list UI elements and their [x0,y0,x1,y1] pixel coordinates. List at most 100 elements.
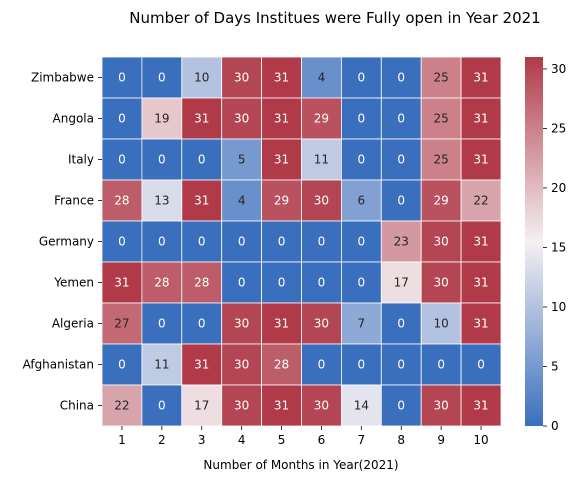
heatmap-cell [261,384,302,427]
x-tick-label: 5 [278,433,286,447]
heatmap-cell [340,179,382,222]
cell-value-label: 31 [194,358,209,372]
cell-value-label: 22 [114,399,129,413]
heatmap-cell [301,97,342,140]
heatmap-cell [181,138,223,181]
cell-value-label: 31 [114,276,129,290]
heatmap-cell [420,97,462,140]
heatmap-cell [141,138,183,181]
heatmap-cell [181,220,223,263]
heatmap-cell [420,343,462,386]
heatmap-cell [101,138,143,181]
cell-value-label: 0 [397,112,405,126]
heatmap-cell [340,138,382,181]
cell-value-label: 11 [314,153,329,167]
cell-value-label: 30 [234,71,249,85]
cell-value-label: 31 [274,112,289,126]
heatmap-cell [181,384,223,427]
x-tick-label: 3 [198,433,206,447]
x-tick-label: 6 [318,433,326,447]
heatmap-cell [340,220,382,263]
cell-value-label: 30 [314,399,329,413]
y-tick-label: Germany [39,235,94,249]
cell-value-label: 0 [358,153,366,167]
y-tick-label: Angola [53,112,94,126]
heatmap-cell [141,56,183,99]
cell-value-label: 30 [434,235,449,249]
cell-value-label: 0 [118,112,126,126]
cell-value-label: 31 [473,71,488,85]
heatmap-cell [460,179,502,222]
y-tick-label: Zimbabwe [31,71,94,85]
cell-value-label: 0 [358,235,366,249]
colorbar-tick-label: 5 [551,359,559,373]
cell-value-label: 10 [434,317,449,331]
x-tick-label: 8 [397,433,405,447]
x-axis-label: Number of Months in Year(2021) [203,458,398,472]
heatmap-cell [420,302,462,345]
cell-value-label: 0 [318,235,326,249]
heatmap-cells: 0 0 10 30 31 4 0 0 25 31 0 19 31 30 31 29 0 0 25 31 0 0 0 5 31 11… [101,56,502,427]
x-tick-label: 9 [437,433,445,447]
cell-value-label: 25 [434,153,449,167]
heatmap-cell [380,384,422,427]
cell-value-label: 29 [314,112,329,126]
cell-value-label: 0 [397,317,405,331]
x-tick-label: 10 [473,433,488,447]
cell-value-label: 0 [198,317,206,331]
colorbar-tick-label: 20 [551,181,566,195]
heatmap-cell [340,302,382,345]
heatmap-cell [301,261,342,304]
heatmap-cell [420,138,462,181]
heatmap-cell [261,220,302,263]
colorbar-tick-label: 0 [551,419,559,433]
cell-value-label: 23 [394,235,409,249]
heatmap-cell [301,179,342,222]
cell-value-label: 0 [477,358,485,372]
cell-value-label: 22 [473,194,488,208]
cell-value-label: 31 [473,276,488,290]
heatmap-cell [380,220,422,263]
cell-value-label: 31 [194,112,209,126]
heatmap-cell [340,384,382,427]
heatmap-cell [301,56,342,99]
heatmap-cell [420,261,462,304]
cell-value-label: 30 [234,317,249,331]
cell-value-label: 0 [397,71,405,85]
cell-value-label: 0 [198,235,206,249]
cell-value-label: 30 [434,276,449,290]
chart-title: Number of Days Institues were Fully open… [129,9,540,27]
cell-value-label: 11 [154,358,169,372]
heatmap-cell [221,97,262,140]
cell-value-label: 6 [358,194,366,208]
cell-value-label: 17 [394,276,409,290]
heatmap-cell [221,384,262,427]
cell-value-label: 0 [358,112,366,126]
heatmap-cell [460,138,502,181]
y-tick-label: France [54,194,94,208]
heatmap-cell [221,261,262,304]
heatmap-cell [380,302,422,345]
cell-value-label: 0 [158,235,166,249]
heatmap-cell [141,220,183,263]
cell-value-label: 29 [274,194,289,208]
cell-value-label: 30 [234,399,249,413]
x-axis-ticks: 1 2 3 4 5 6 7 8 9 10 [118,426,489,447]
cell-value-label: 31 [274,317,289,331]
cell-value-label: 0 [437,358,445,372]
cell-value-label: 0 [397,358,405,372]
x-tick-label: 2 [158,433,166,447]
heatmap-cell [460,384,502,427]
cell-value-label: 0 [118,235,126,249]
heatmap-cell [380,138,422,181]
heatmap-cell [340,343,382,386]
heatmap-cell [380,343,422,386]
cell-value-label: 28 [154,276,169,290]
heatmap-cell [301,302,342,345]
heatmap-cell [460,220,502,263]
cell-value-label: 10 [194,71,209,85]
cell-value-label: 0 [397,399,405,413]
cell-value-label: 31 [194,194,209,208]
cell-value-label: 31 [473,399,488,413]
heatmap-cell [101,302,143,345]
